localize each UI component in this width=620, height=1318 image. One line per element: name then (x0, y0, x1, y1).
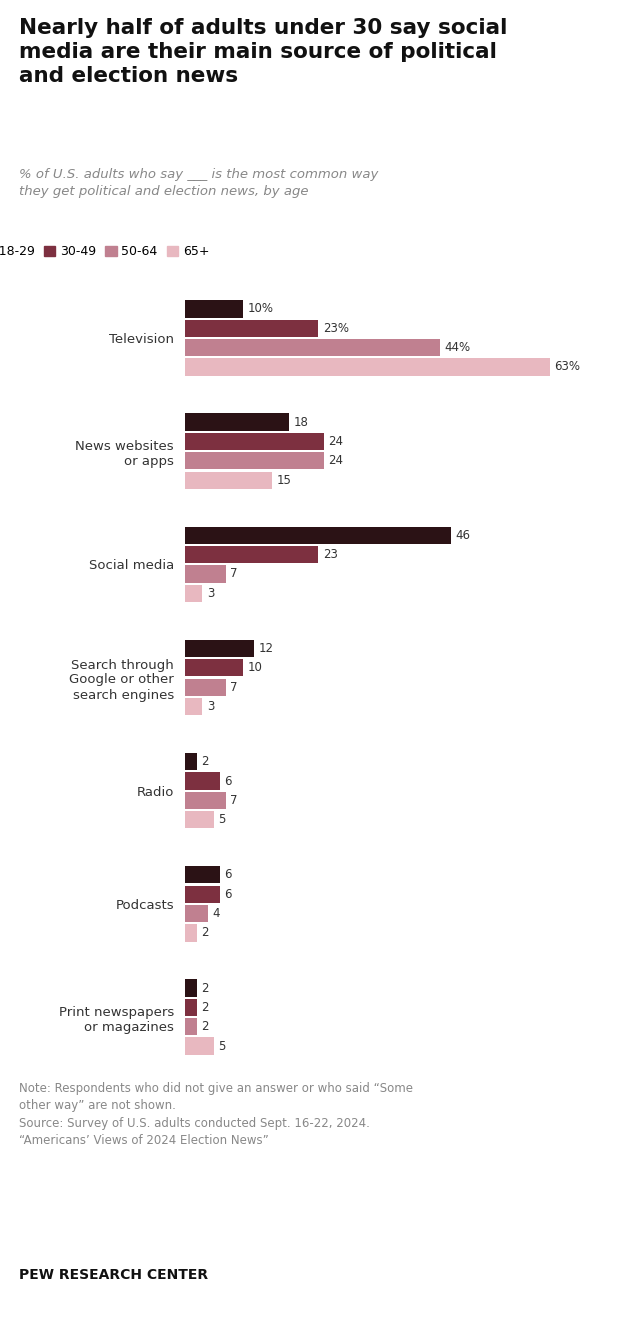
Text: 10%: 10% (247, 302, 273, 315)
Bar (185, 753, 197, 770)
Bar (185, 999, 197, 1016)
Text: % of U.S. adults who say ___ is the most common way
they get political and elect: % of U.S. adults who say ___ is the most… (19, 167, 378, 199)
Text: 63%: 63% (554, 361, 580, 373)
Bar (185, 452, 324, 469)
Bar (185, 679, 226, 696)
Bar (185, 772, 219, 789)
Text: 23%: 23% (322, 322, 348, 335)
Bar (185, 924, 197, 941)
Text: 24: 24 (329, 435, 343, 448)
Bar (185, 866, 219, 883)
Text: 5: 5 (219, 1040, 226, 1053)
Text: 7: 7 (230, 568, 237, 580)
Bar (185, 414, 289, 431)
Bar (185, 472, 272, 489)
Text: 2: 2 (202, 1000, 209, 1014)
Bar (185, 527, 451, 544)
Text: PEW RESEARCH CENTER: PEW RESEARCH CENTER (19, 1268, 208, 1282)
Bar (185, 301, 243, 318)
Text: 3: 3 (207, 587, 215, 600)
Text: 2: 2 (202, 1020, 209, 1033)
Bar (185, 639, 254, 658)
Text: 3: 3 (207, 700, 215, 713)
Text: 24: 24 (329, 455, 343, 468)
Bar (185, 565, 226, 583)
Text: 2: 2 (202, 982, 209, 995)
Bar (185, 886, 219, 903)
Bar (185, 319, 318, 337)
Bar (185, 699, 202, 716)
Legend: Ages 18-29, 30-49, 50-64, 65+: Ages 18-29, 30-49, 50-64, 65+ (0, 245, 210, 258)
Bar (185, 1017, 197, 1036)
Text: Note: Respondents who did not give an answer or who said “Some
other way” are no: Note: Respondents who did not give an an… (19, 1082, 412, 1148)
Text: 23: 23 (322, 548, 337, 561)
Text: 18: 18 (294, 415, 309, 428)
Text: 15: 15 (277, 473, 291, 486)
Bar (185, 339, 440, 356)
Bar (185, 811, 214, 829)
Text: 6: 6 (224, 888, 232, 900)
Bar (185, 979, 197, 996)
Text: 7: 7 (230, 680, 237, 693)
Text: 5: 5 (219, 813, 226, 826)
Bar (185, 1037, 214, 1054)
Bar (185, 659, 243, 676)
Text: 6: 6 (224, 775, 232, 787)
Text: 2: 2 (202, 755, 209, 768)
Text: 10: 10 (247, 662, 262, 675)
Text: 6: 6 (224, 869, 232, 882)
Bar (185, 792, 226, 809)
Bar (185, 432, 324, 451)
Text: 2: 2 (202, 927, 209, 940)
Text: 4: 4 (213, 907, 220, 920)
Text: 12: 12 (259, 642, 274, 655)
Bar (185, 905, 208, 923)
Bar (185, 546, 318, 563)
Text: 7: 7 (230, 793, 237, 807)
Text: 44%: 44% (444, 341, 471, 355)
Text: 46: 46 (456, 529, 471, 542)
Text: Nearly half of adults under 30 say social
media are their main source of politic: Nearly half of adults under 30 say socia… (19, 18, 507, 86)
Bar (185, 358, 549, 376)
Bar (185, 585, 202, 602)
